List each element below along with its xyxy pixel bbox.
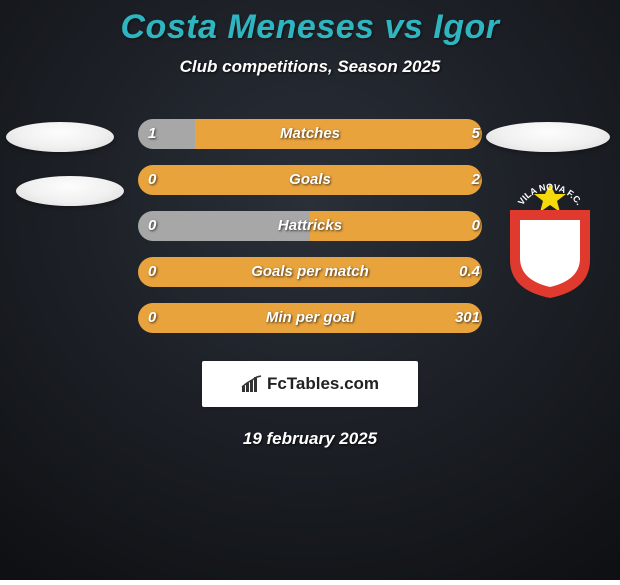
bar-label: Min per goal [138,303,482,333]
date-text: 19 february 2025 [0,429,620,449]
compare-row: Hattricks0 0 [0,211,620,241]
bar-label: Goals per match [138,257,482,287]
bar-right-value: 2 [440,165,480,195]
bar-label: Matches [138,119,482,149]
brand-text: FcTables.com [267,374,379,394]
bar-right-value: 0.4 [440,257,480,287]
compare-row: Goals per match0 0.4 [0,257,620,287]
brand-box: FcTables.com [202,361,418,407]
bar-left-value: 0 [148,211,188,241]
bar-right-value: 5 [440,119,480,149]
compare-row: Goals0 2 [0,165,620,195]
bar-right-value: 0 [440,211,480,241]
bar-left-value: 0 [148,257,188,287]
bar-label: Hattricks [138,211,482,241]
brand-bars-icon [241,375,263,393]
bar-left-value: 1 [148,119,188,149]
bar-left-value: 0 [148,303,188,333]
bar-right-value: 301 [440,303,480,333]
bar-label: Goals [138,165,482,195]
compare-row: Min per goal0 301 [0,303,620,333]
compare-row: Matches1 5 [0,119,620,149]
page-title: Costa Meneses vs Igor [0,8,620,47]
page-subtitle: Club competitions, Season 2025 [0,57,620,77]
bar-left-value: 0 [148,165,188,195]
